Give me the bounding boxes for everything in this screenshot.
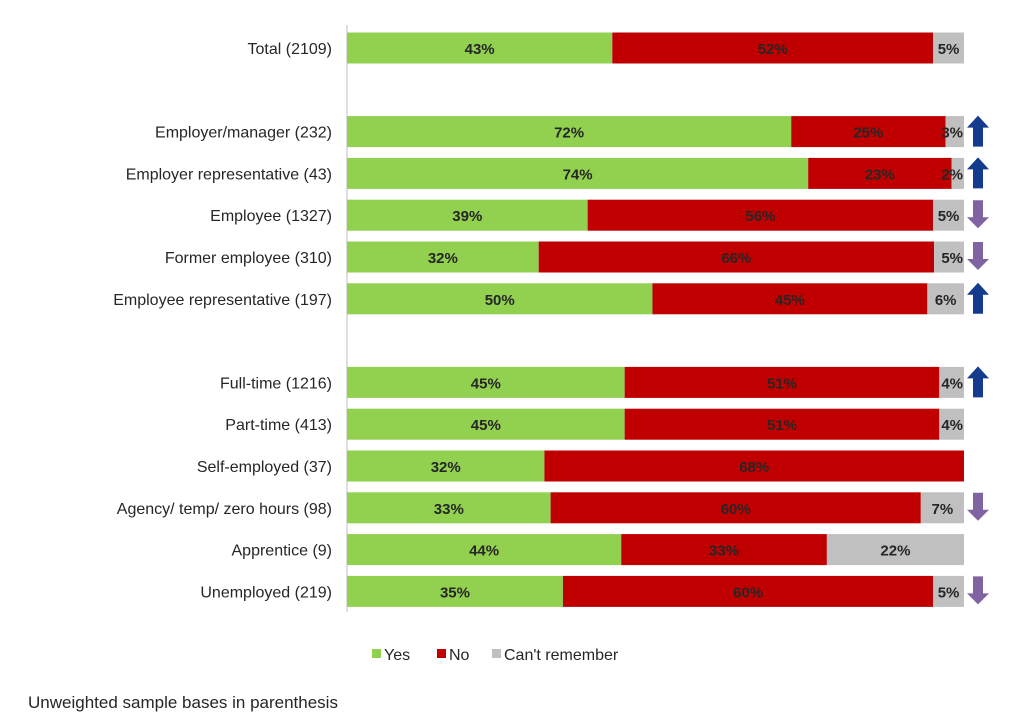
bar-yes [347, 534, 622, 566]
bar-no [562, 575, 934, 607]
data-label: 33% [709, 543, 739, 560]
bar-no [538, 241, 935, 273]
arrow-up-icon [967, 366, 989, 398]
legend-label: Can't remember [504, 647, 619, 664]
data-label: 25% [853, 125, 883, 142]
bar-can-t-remember [920, 492, 964, 524]
bar-yes [347, 492, 551, 524]
category-label: Employer representative (43) [126, 166, 332, 183]
data-label: 72% [554, 125, 584, 142]
category-label: Agency/ temp/ zero hours (98) [117, 501, 332, 518]
data-label: 3% [941, 125, 963, 142]
bar-yes [347, 450, 545, 482]
bar-yes [347, 199, 588, 231]
bar-can-t-remember [951, 157, 964, 189]
bar-yes [347, 408, 625, 440]
category-label: Total (2109) [248, 41, 333, 58]
bar-no [652, 283, 928, 315]
data-label: 5% [941, 250, 963, 267]
bar-no [587, 199, 934, 231]
arrow-down-icon [967, 492, 989, 521]
legend-swatch [492, 649, 501, 658]
data-label: 39% [452, 208, 482, 225]
bar-yes [347, 366, 625, 398]
category-label: Employer/manager (232) [155, 125, 332, 142]
data-label: 56% [745, 208, 775, 225]
data-label: 45% [471, 375, 501, 392]
legend-swatch [372, 649, 381, 658]
data-label: 43% [465, 41, 495, 58]
data-label: 66% [721, 250, 751, 267]
bar-yes [347, 575, 563, 607]
arrow-up-icon [967, 157, 989, 189]
data-label: 6% [935, 292, 957, 309]
bar-no [624, 366, 940, 398]
category-label: Unemployed (219) [200, 584, 332, 601]
legend-label: Yes [384, 647, 410, 664]
bar-can-t-remember [927, 283, 964, 315]
bar-yes [347, 32, 613, 64]
bar-yes [347, 116, 792, 148]
category-label: Self-employed (37) [197, 459, 332, 476]
legend-label: No [449, 647, 470, 664]
arrow-down-icon [967, 242, 989, 270]
footnote: Unweighted sample bases in parenthesis [28, 693, 338, 712]
data-label: 32% [431, 459, 461, 476]
category-label: Apprentice (9) [232, 543, 333, 560]
bar-yes [347, 241, 539, 273]
data-label: 50% [485, 292, 515, 309]
arrow-up-icon [967, 115, 989, 147]
data-label: 32% [428, 250, 458, 267]
bar-can-t-remember [939, 366, 964, 398]
data-label: 4% [941, 417, 963, 434]
category-label: Employee (1327) [210, 208, 332, 225]
data-label: 33% [434, 501, 464, 518]
data-label: 23% [865, 166, 895, 183]
data-label: 44% [469, 543, 499, 560]
data-label: 52% [758, 41, 788, 58]
bar-no [621, 534, 827, 566]
category-label: Former employee (310) [165, 250, 332, 267]
bar-no [550, 492, 921, 524]
category-label: Full-time (1216) [220, 375, 332, 392]
legend-swatch [437, 649, 446, 658]
bar-no [612, 32, 934, 64]
data-label: 60% [733, 584, 763, 601]
category-label: Employee representative (197) [113, 292, 332, 309]
bar-no [808, 157, 952, 189]
data-label: 51% [767, 375, 797, 392]
data-label: 7% [932, 501, 954, 518]
bar-no [791, 116, 946, 148]
data-label: 22% [880, 543, 910, 560]
bar-can-t-remember [939, 408, 964, 440]
data-label: 74% [563, 166, 593, 183]
bar-no [544, 450, 964, 482]
data-label: 45% [471, 417, 501, 434]
bar-can-t-remember [945, 116, 964, 148]
bar-yes [347, 157, 809, 189]
bar-can-t-remember [933, 199, 964, 231]
arrow-down-icon [967, 576, 989, 605]
bar-no [624, 408, 940, 440]
category-label: Part-time (413) [225, 417, 332, 434]
data-label: 5% [938, 584, 960, 601]
bar-can-t-remember [933, 32, 964, 64]
bar-yes [347, 283, 653, 315]
data-label: 51% [767, 417, 797, 434]
data-label: 4% [941, 375, 963, 392]
data-label: 45% [775, 292, 805, 309]
arrow-down-icon [967, 200, 989, 229]
data-label: 35% [440, 584, 470, 601]
bar-can-t-remember [934, 241, 964, 273]
data-label: 60% [721, 501, 751, 518]
data-label: 5% [938, 41, 960, 58]
bar-can-t-remember [826, 534, 964, 566]
data-label: 68% [739, 459, 769, 476]
data-label: 2% [941, 166, 963, 183]
bar-can-t-remember [933, 575, 964, 607]
data-label: 5% [938, 208, 960, 225]
arrow-up-icon [967, 282, 989, 314]
